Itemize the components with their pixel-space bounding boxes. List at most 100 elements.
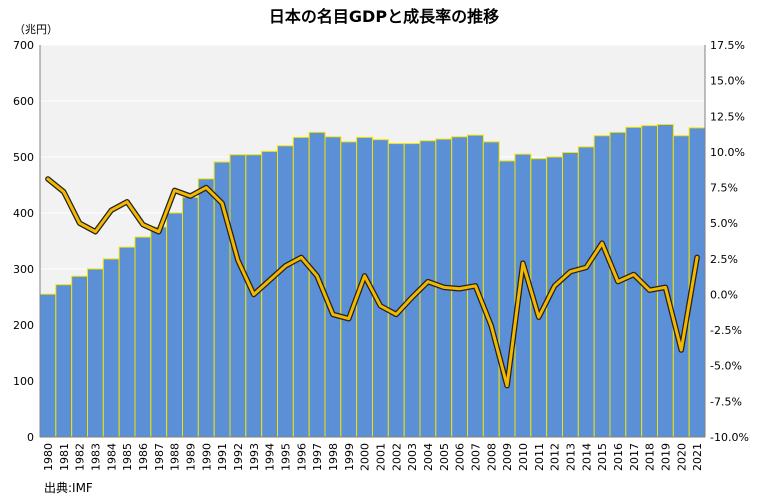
x-tick-label: 1985 [121,443,134,471]
bar-1983 [87,268,104,438]
bar-1998 [324,136,342,438]
bar-1984 [102,258,120,438]
x-tick-label: 1982 [74,443,87,471]
x-tick-label: 1997 [311,443,324,471]
y-left-tick-label: 100 [13,375,34,388]
y-right-tick-label: -7.5% [710,395,742,408]
bar-1992 [229,154,247,438]
x-tick-label: 2019 [659,443,672,471]
bar-1988 [166,212,184,438]
bar-1981 [55,284,73,438]
y-right-tick-label: 5.0% [710,217,738,230]
x-tick-label: 1980 [42,443,55,471]
x-tick-label: 2018 [644,443,657,471]
x-tick-label: 2015 [596,443,609,471]
bar-1999 [340,141,358,438]
y-right-tick-label: -5.0% [710,360,742,373]
x-tick-label: 2014 [580,443,593,471]
source-label: 出典:IMF [44,481,93,495]
bar-2014 [577,146,595,438]
bar-2015 [593,135,611,438]
x-tick-label: 1983 [89,443,102,471]
y-left-unit-label: （兆円） [14,23,58,36]
x-tick-label: 2020 [675,443,688,471]
y-left-tick-label: 0 [27,431,34,444]
bar-2013 [562,152,579,438]
x-tick-label: 1991 [216,443,229,471]
x-tick-label: 1981 [58,443,71,471]
x-tick-labels: 1980 1981 1982 1983 1984 1985 1986 1987 1988 1989… [42,443,704,471]
y-right-tick-label: -10.0% [710,431,749,444]
bar-2019 [657,124,674,438]
bar-1989 [182,196,199,438]
bar-2009 [498,160,516,438]
y-left-tick-labels: 0 100 200 300 400 500 600 700 [13,39,34,444]
x-tick-label: 2016 [612,443,625,471]
x-tick-label: 1988 [169,443,182,471]
y-left-tick-label: 300 [13,263,34,276]
x-tick-label: 2007 [469,443,482,471]
bar-1994 [261,150,278,438]
bar-2001 [372,139,389,438]
bar-1987 [150,226,168,438]
x-tick-label: 1996 [295,443,308,471]
x-tick-label: 1995 [279,443,292,471]
bar-series [39,124,706,438]
x-tick-label: 2005 [438,443,451,471]
x-tick-label: 1992 [232,443,245,471]
x-tick-label: 2000 [359,443,372,471]
x-tick-label: 2012 [549,443,562,471]
growth-rate-line [46,177,699,388]
y-left-tick-label: 500 [13,151,34,164]
line-series [45,176,700,389]
x-tick-label: 1989 [184,443,197,471]
y-right-tick-label: 7.5% [710,182,738,195]
y-right-tick-label: 10.0% [710,146,745,159]
x-tick-label: 2002 [390,443,403,471]
y-left-tick-label: 600 [13,95,34,108]
chart-title: 日本の名目GDPと成長率の推移 [269,7,499,26]
axes [39,45,706,438]
x-tick-label: 2008 [485,443,498,471]
x-tick-label: 1999 [343,443,356,471]
y-left-tick-label: 700 [13,39,34,52]
x-tick-label: 2010 [517,443,530,471]
x-tick-label: 2021 [691,443,704,471]
x-tick-label: 2013 [564,443,577,471]
x-tick-label: 1986 [137,443,150,471]
x-tick-label: 1987 [153,443,166,471]
bar-1990 [197,178,215,438]
bar-2016 [609,131,627,438]
y-right-tick-label: 15.0% [710,75,745,88]
x-tick-label: 2001 [374,443,387,471]
y-right-tick-label: -2.5% [710,324,742,337]
y-right-tick-label: 2.5% [710,253,738,266]
bar-2002 [387,143,405,438]
bar-1982 [71,275,88,438]
x-tick-label: 1994 [264,443,277,471]
y-left-tick-label: 200 [13,319,34,332]
x-tick-label: 1990 [200,443,213,471]
y-left-tick-label: 400 [13,207,34,220]
y-right-tick-label: 17.5% [710,39,745,52]
bar-1986 [134,236,152,438]
x-tick-label: 2009 [501,443,514,471]
bar-1995 [277,145,294,438]
y-right-tick-label: 0.0% [710,288,738,301]
bar-2008 [482,141,500,438]
x-tick-label: 2003 [406,443,419,471]
bar-2020 [672,135,690,438]
x-tick-label: 1984 [105,443,118,471]
bar-1980 [39,293,57,438]
y-right-tick-labels: -10.0% -7.5% -5.0% -2.5% 0.0% 2.5% 5.0% 7.5% 10.… [710,39,749,444]
x-tick-label: 2006 [454,443,467,471]
x-tick-label: 2011 [533,443,546,471]
y-right-tick-label: 12.5% [710,110,745,123]
bar-1985 [118,246,136,438]
x-tick-label: 2004 [422,443,435,471]
x-tick-label: 1998 [327,443,340,471]
x-tick-label: 2017 [628,443,641,471]
x-tick-label: 1993 [248,443,261,471]
bar-1996 [292,136,310,438]
